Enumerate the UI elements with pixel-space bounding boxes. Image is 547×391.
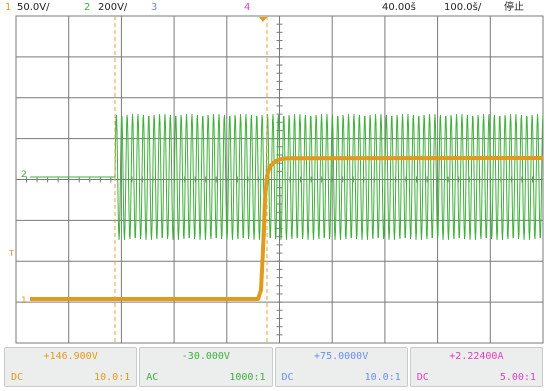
ch2-waveform — [30, 114, 544, 240]
ch4-coupling: DC — [416, 372, 429, 383]
ch3-probe: 10.0:1 — [364, 372, 401, 383]
waveform-display[interactable]: 2 T 1 — [0, 0, 547, 345]
ch2-readout[interactable]: -30.000V AC 1000:1 — [139, 347, 273, 387]
ch1-coupling: DC — [11, 372, 24, 383]
ch1-probe: 10.0:1 — [94, 372, 131, 383]
ch1-waveform — [30, 156, 544, 301]
run-status[interactable]: 停止 — [504, 2, 524, 13]
status-bar: 1 50.0V/ 2 200V/ 3 4 40.00š 100.0š/ 停止 — [0, 0, 547, 16]
ch2-coupling: AC — [146, 372, 159, 383]
ch2-number[interactable]: 2 — [84, 2, 91, 13]
ch2-probe: 1000:1 — [229, 372, 266, 383]
ch3-readout[interactable]: +75.0000V DC 10.0:1 — [274, 347, 408, 387]
delay-readout[interactable]: 40.00š — [382, 2, 416, 13]
ch2-value: -30.000V — [181, 351, 230, 362]
ch4-readout[interactable]: +2.22400A DC 5.00:1 — [409, 347, 543, 387]
ch4-number[interactable]: 4 — [244, 2, 251, 13]
ch4-value: +2.22400A — [449, 351, 504, 362]
ch2-ground-marker[interactable]: 2 — [21, 170, 27, 180]
ch3-value: +75.0000V — [314, 351, 369, 362]
timebase-readout[interactable]: 100.0š/ — [444, 2, 482, 13]
graticule — [15, 15, 544, 344]
channel-readout-panel: +146.900V DC 10.0:1 -30.000V AC 1000:1 +… — [4, 347, 543, 387]
ch1-scale[interactable]: 50.0V/ — [17, 2, 50, 13]
ch3-coupling: DC — [281, 372, 294, 383]
ch3-number[interactable]: 3 — [151, 2, 158, 13]
ch4-probe: 5.00:1 — [499, 372, 536, 383]
trigger-level-marker[interactable]: T — [8, 249, 14, 258]
ch1-value: +146.900V — [43, 351, 98, 362]
ch1-ground-marker[interactable]: 1 — [21, 296, 27, 306]
ch2-scale[interactable]: 200V/ — [98, 2, 128, 13]
ch1-number[interactable]: 1 — [5, 2, 12, 13]
ch1-readout[interactable]: +146.900V DC 10.0:1 — [4, 347, 138, 387]
trigger-position-icon[interactable] — [259, 17, 267, 22]
